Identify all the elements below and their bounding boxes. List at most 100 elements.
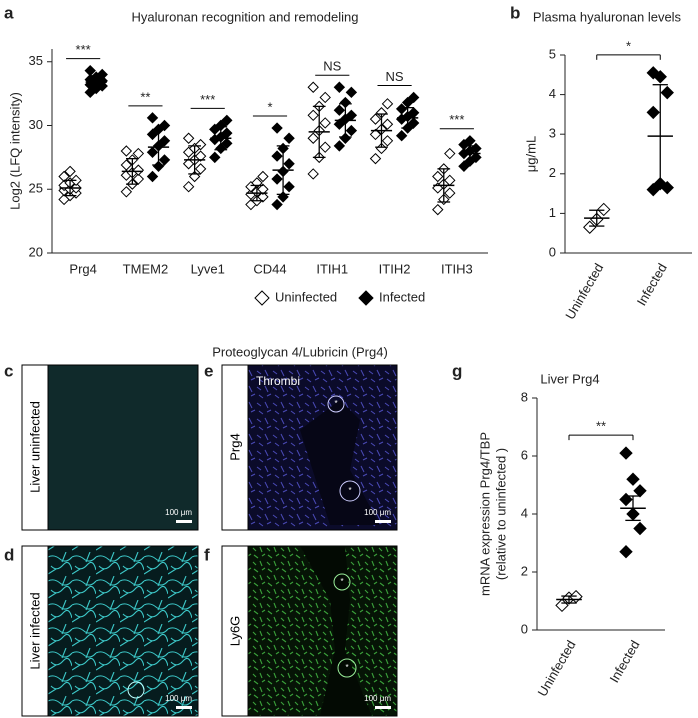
panel-label: e xyxy=(204,361,213,380)
data-point xyxy=(345,86,358,99)
y-axis-label: Log2 (LFQ intensity) xyxy=(7,92,22,210)
data-point xyxy=(333,81,346,93)
data-point xyxy=(444,147,456,160)
data-point xyxy=(271,173,283,185)
data-point xyxy=(319,117,331,129)
data-point xyxy=(333,140,346,152)
data-point xyxy=(307,109,319,122)
data-point xyxy=(271,198,283,211)
data-point xyxy=(283,180,295,193)
panel-label: b xyxy=(510,3,520,22)
scale-bar-label: 100 μm xyxy=(364,694,391,703)
panel-label: a xyxy=(4,3,14,22)
legend-label: Infected xyxy=(379,289,425,304)
y-tick-label: 4 xyxy=(549,86,556,101)
y-tick-label: 0 xyxy=(549,244,556,259)
section-title: Proteoglycan 4/Lubricin (Prg4) xyxy=(212,344,388,359)
x-tick-label: Prg4 xyxy=(69,261,96,276)
x-tick-label: Infected xyxy=(606,638,642,686)
data-point xyxy=(646,105,660,120)
y-tick-label: 2 xyxy=(521,563,528,578)
data-point xyxy=(381,135,394,147)
legend-marker xyxy=(358,290,374,306)
micrograph xyxy=(21,364,199,531)
data-point xyxy=(307,168,319,180)
scale-bar xyxy=(176,520,192,523)
thrombus xyxy=(337,658,357,678)
annotation: Thrombi xyxy=(256,374,300,388)
chart-title: Plasma hyaluronan levels xyxy=(533,9,682,24)
data-point xyxy=(271,122,283,134)
data-point xyxy=(120,186,133,198)
data-point xyxy=(619,492,633,507)
panel-label: d xyxy=(4,545,14,564)
x-tick-label: ITIH2 xyxy=(379,261,411,276)
data-point xyxy=(257,183,269,195)
data-point xyxy=(209,151,221,164)
data-point xyxy=(132,164,145,176)
micrograph xyxy=(221,545,398,717)
x-tick-label: Infected xyxy=(634,261,670,309)
data-point xyxy=(158,135,171,147)
data-point xyxy=(221,114,233,127)
significance-label: ** xyxy=(596,419,606,434)
label-strip xyxy=(21,364,49,531)
data-point xyxy=(271,150,283,162)
significance-label: *** xyxy=(449,112,464,127)
data-point xyxy=(146,112,159,124)
data-point xyxy=(307,81,319,93)
y-axis-label: μg/mL xyxy=(523,136,538,172)
data-point xyxy=(96,68,108,81)
x-tick-label: Uninfected xyxy=(562,261,606,322)
data-point xyxy=(381,98,394,110)
data-point xyxy=(369,128,382,141)
micrograph xyxy=(21,545,199,717)
data-point xyxy=(381,118,394,130)
vessel xyxy=(127,681,145,699)
y-tick-label: 35 xyxy=(29,53,43,68)
data-point xyxy=(319,91,331,104)
scale-bar-label: 100 μm xyxy=(165,508,192,517)
data-point xyxy=(660,85,674,100)
data-point xyxy=(395,129,408,142)
image-label: Liver uninfected xyxy=(27,401,42,493)
x-tick-label: CD44 xyxy=(253,261,286,276)
data-point xyxy=(626,472,640,486)
y-tick-label: 3 xyxy=(549,126,556,141)
thrombus xyxy=(339,480,361,502)
y-axis-label: (relative to uninfected ) xyxy=(493,448,508,580)
y-tick-label: 1 xyxy=(549,205,556,220)
data-point xyxy=(64,165,76,178)
chart-title: Hyaluronan recognition and remodeling xyxy=(132,9,359,24)
image-label: Liver infected xyxy=(27,592,42,669)
data-point xyxy=(345,124,358,137)
data-point xyxy=(194,138,207,151)
x-tick-label: TMEM2 xyxy=(123,261,169,276)
x-tick-label: Lyve1 xyxy=(191,261,225,276)
significance-label: * xyxy=(267,99,272,114)
data-point xyxy=(221,137,233,150)
data-point xyxy=(283,158,295,170)
chart-title: Liver Prg4 xyxy=(540,371,599,386)
data-point xyxy=(432,203,444,216)
legend-marker xyxy=(254,290,270,306)
data-point xyxy=(619,446,633,460)
y-tick-label: 25 xyxy=(29,181,43,196)
image-label: Prg4 xyxy=(227,433,242,460)
data-point xyxy=(333,104,346,116)
asterisk: * xyxy=(345,663,348,672)
scale-bar xyxy=(375,706,391,709)
data-point xyxy=(319,141,331,153)
data-point xyxy=(333,118,346,130)
label-strip xyxy=(21,545,49,717)
y-tick-label: 20 xyxy=(29,244,43,259)
significance-label: NS xyxy=(323,59,341,74)
panel-label: g xyxy=(452,361,462,380)
y-tick-label: 6 xyxy=(521,447,528,462)
data-point xyxy=(653,70,667,84)
data-point xyxy=(194,163,207,175)
y-tick-label: 2 xyxy=(549,165,556,180)
data-point xyxy=(146,170,159,183)
data-point xyxy=(307,132,319,144)
